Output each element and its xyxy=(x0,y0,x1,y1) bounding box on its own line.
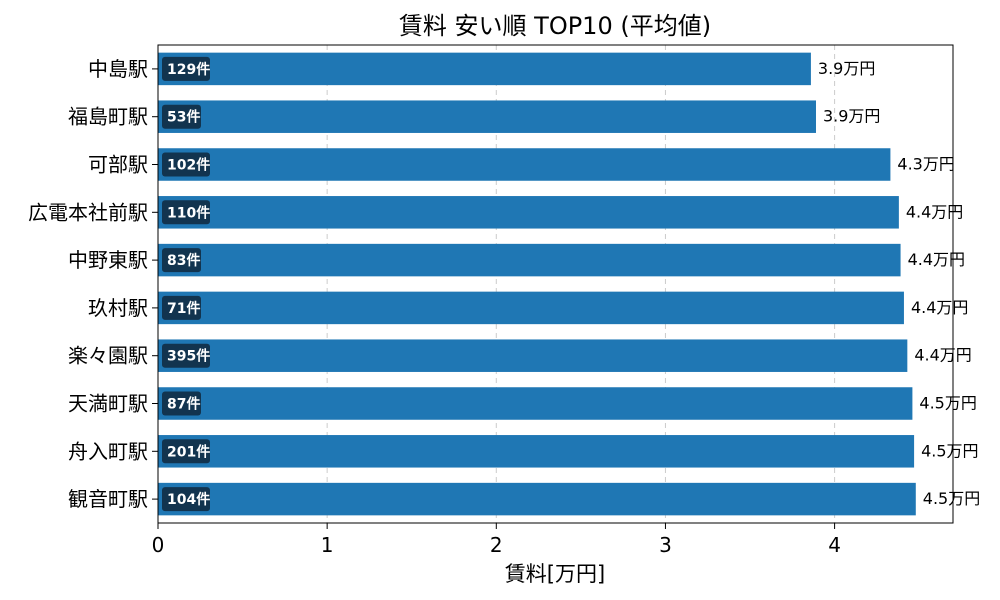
bar xyxy=(158,339,908,372)
bar xyxy=(158,100,816,133)
count-label: 87件 xyxy=(167,396,200,413)
x-axis-label: 賃料[万円] xyxy=(505,562,605,586)
bar xyxy=(158,52,811,86)
x-tick-label: 1 xyxy=(321,533,334,557)
value-label: 4.4万円 xyxy=(911,298,968,317)
y-tick-label: 舟入町駅 xyxy=(68,439,148,463)
count-label: 83件 xyxy=(167,252,200,269)
plot-frame xyxy=(157,44,954,524)
x-tick-labels: 0 1 2 3 4 xyxy=(152,523,841,557)
y-tick-label: 玖村駅 xyxy=(88,296,148,320)
y-tick-label: 中島駅 xyxy=(88,57,148,81)
count-label: 201件 xyxy=(167,443,210,460)
value-label: 4.4万円 xyxy=(906,202,963,221)
x-tick-label: 0 xyxy=(152,533,165,557)
count-badge xyxy=(162,200,210,225)
value-label: 4.4万円 xyxy=(914,346,971,365)
value-label: 4.5万円 xyxy=(921,441,978,460)
count-label: 129件 xyxy=(167,61,210,78)
y-tick-label: 中野東駅 xyxy=(68,248,148,272)
bar xyxy=(158,148,891,181)
value-label: 3.9万円 xyxy=(818,59,875,78)
count-badge xyxy=(162,152,210,177)
value-label: 3.9万円 xyxy=(823,107,880,126)
count-badge xyxy=(162,248,201,273)
x-tick-label: 4 xyxy=(828,533,841,557)
bar xyxy=(158,243,901,277)
y-tick-label: 可部駅 xyxy=(88,153,148,177)
y-tick-label: 観音町駅 xyxy=(68,487,148,511)
count-badge xyxy=(162,487,210,512)
count-label: 71件 xyxy=(167,300,200,317)
count-badge xyxy=(162,439,210,464)
y-tick-label: 天満町駅 xyxy=(68,392,148,416)
value-label: 4.4万円 xyxy=(908,250,965,269)
count-label: 110件 xyxy=(167,204,210,221)
count-label: 53件 xyxy=(167,109,200,126)
x-tick-label: 3 xyxy=(659,533,672,557)
count-badge xyxy=(162,295,201,320)
bar xyxy=(158,291,904,325)
chart-title: 賃料 安い順 TOP10 (平均値) xyxy=(399,12,711,40)
count-label: 395件 xyxy=(167,348,210,365)
bars: 129件 3.9万円 53件 3.9万円 102件 4.3万円 110件 4.4万円 83件 4.… xyxy=(158,52,980,516)
count-badge xyxy=(162,391,201,416)
y-tick-label: 福島町駅 xyxy=(68,105,148,129)
count-badge xyxy=(162,343,210,368)
bar xyxy=(158,387,913,420)
count-label: 104件 xyxy=(167,491,210,508)
bar xyxy=(158,435,915,468)
x-tick-label: 2 xyxy=(490,533,503,557)
count-badge xyxy=(162,56,210,81)
y-tick-label: 広電本社前駅 xyxy=(28,200,148,224)
bar xyxy=(158,196,899,229)
value-label: 4.3万円 xyxy=(897,155,954,174)
value-label: 4.5万円 xyxy=(919,394,976,413)
value-label: 4.5万円 xyxy=(923,489,980,508)
count-badge xyxy=(162,104,201,129)
y-tick-label: 楽々園駅 xyxy=(68,344,148,368)
count-label: 102件 xyxy=(167,157,210,174)
bar xyxy=(158,482,916,516)
